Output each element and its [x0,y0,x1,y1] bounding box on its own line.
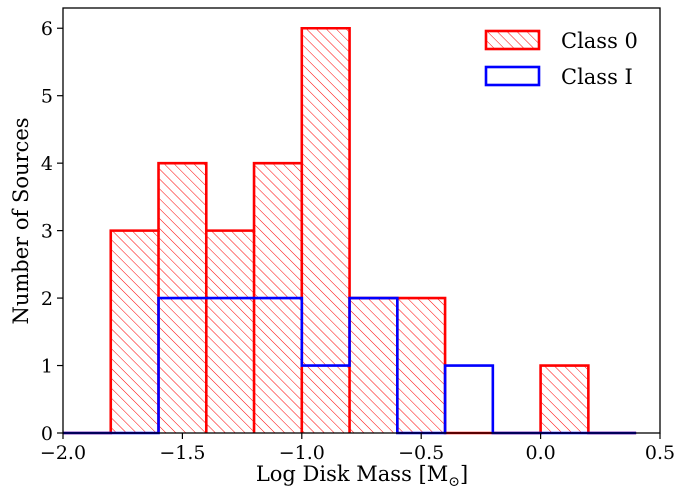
legend-label-class-0: Class 0 [561,29,638,53]
x-tick-label: −1.0 [279,442,325,464]
bar-class-0-bin-5 [301,28,350,433]
series-outline-class-0 [63,26,637,435]
bar-class-0-bin-1 [110,230,159,433]
legend-swatch-class-0 [484,29,541,51]
y-tick-label: 3 [41,221,53,243]
bar-class-0-bin-6 [349,298,398,433]
x-axis-label: Log Disk Mass [M⊙] [256,462,468,490]
legend-swatch-class-i [484,65,541,87]
y-tick-label: 4 [41,153,53,175]
plot-frame [62,7,661,434]
x-axis-label-subscript: ⊙ [448,474,460,490]
y-tick-label: 0 [41,423,53,445]
plot-area [63,26,637,435]
x-tick-label: 0.0 [525,442,555,464]
y-tick-label: 2 [41,288,53,310]
y-tick-label: 5 [41,86,53,108]
bar-class-0-bin-3 [206,230,255,433]
axis-ticks: −2.0 −1.5 −1.0 −0.5 0.0 0.5 0 1 2 3 4 5 6 [40,18,675,464]
y-tick-label: 6 [41,18,53,40]
x-tick-label: −2.0 [40,442,86,464]
y-axis-label: Number of Sources [9,117,33,324]
x-tick-label: −0.5 [398,442,444,464]
bar-class-0-bin-10 [540,365,589,433]
legend-label-class-i: Class I [561,65,633,89]
x-tick-label: −1.5 [159,442,205,464]
x-tick-label: 0.5 [645,442,675,464]
legend: Class 0 Class I [484,29,638,89]
bar-class-0-bin-7 [397,298,446,433]
y-tick-label: 1 [41,356,53,378]
